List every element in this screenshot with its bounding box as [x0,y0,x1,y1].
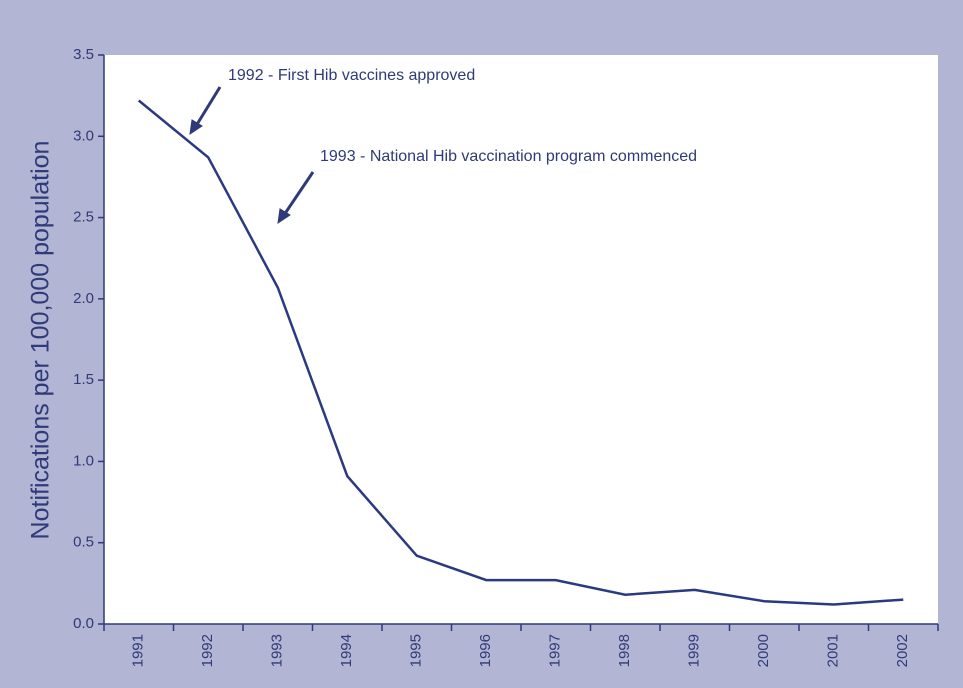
x-tick-label: 1996 [477,634,494,667]
annotation-arrows [189,86,315,225]
x-tick-label: 1993 [269,634,286,667]
y-tick-label: 2.0 [73,290,94,307]
x-tick-label: 2000 [755,634,772,667]
x-tick-label: 1991 [130,634,147,667]
plot-area [104,55,938,624]
y-tick-label: 2.5 [73,209,94,226]
y-axis-label: Notifications per 100,000 population [27,141,55,540]
annotation: 1992 - First Hib vaccines approved [228,67,475,84]
x-tick-label: 1994 [338,634,355,667]
x-tick-label: 1995 [408,634,425,667]
x-tick-label: 1997 [547,634,564,667]
x-tick-label: 2001 [825,634,842,667]
x-tick-label: 1998 [616,634,633,667]
y-tick-label: 3.0 [73,127,94,144]
data-line [137,99,904,606]
y-tick-label: 1.5 [73,371,94,388]
y-tick-label: 0.5 [73,534,94,551]
x-tick-label: 1999 [686,634,703,667]
annotation: 1993 - National Hib vaccination program … [320,148,697,165]
y-tick-label: 3.5 [73,46,94,63]
y-tick-label: 1.0 [73,452,94,469]
y-tick-label: 0.0 [73,615,94,632]
x-tick-label: 1992 [199,634,216,667]
x-tick-label: 2002 [894,634,911,667]
